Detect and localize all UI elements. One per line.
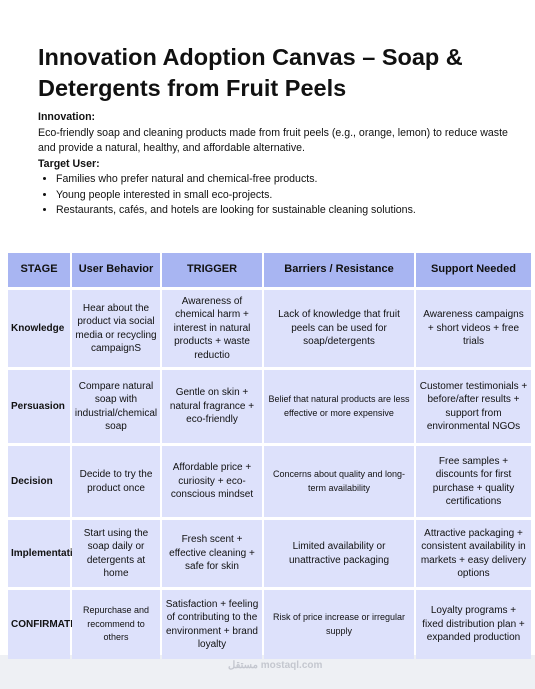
table-cell: Start using the soap daily or detergents… (72, 520, 160, 587)
canvas-table: STAGE User Behavior TRIGGER Barriers / Resi… (8, 253, 531, 659)
target-list: Families who prefer natural and chemical… (38, 172, 508, 219)
innovation-text: Eco-friendly soap and cleaning products … (38, 126, 508, 155)
table-cell: Loyalty programs + fixed distribution pl… (416, 590, 531, 659)
table-cell: Compare natural soap with industrial/che… (72, 370, 160, 443)
watermark: مستقل mostaql.com (228, 660, 323, 671)
table-cell: Awareness of chemical harm + interest in… (162, 290, 262, 367)
table-cell: Hear about the product via social media … (72, 290, 160, 367)
table-cell: Decide to try the product once (72, 446, 160, 517)
table-cell: Free samples + discounts for first purch… (416, 446, 531, 517)
table-cell: Repurchase and recommend to others (72, 590, 160, 659)
table-cell: Gentle on skin + natural fragrance + eco… (162, 370, 262, 443)
header-cell: STAGE (8, 253, 70, 287)
target-item: Young people interested in small eco-pro… (56, 188, 508, 204)
table-cell: Fresh scent + effective cleaning + safe … (162, 520, 262, 587)
stage-cell: Implementation (8, 520, 85, 587)
table-cell: Lack of knowledge that fruit peels can b… (264, 290, 414, 367)
innovation-label: Innovation: (38, 111, 96, 123)
table-cell: Affordable price + curiosity + eco-consc… (162, 446, 262, 517)
table-cell: Concerns about quality and long-term ava… (264, 446, 414, 517)
footer-band (0, 655, 535, 689)
header-cell: Barriers / Resistance (264, 253, 414, 287)
stage-cell: Knowledge (8, 290, 70, 367)
header-cell: Support Needed (416, 253, 531, 287)
table-cell: Satisfaction + feeling of contributing t… (162, 590, 262, 659)
table-cell: Attractive packaging + consistent availa… (416, 520, 531, 587)
header-cell: TRIGGER (162, 253, 262, 287)
table-cell: Belief that natural products are less ef… (264, 370, 414, 443)
table-cell: Limited availability or unattractive pac… (264, 520, 414, 587)
target-item: Families who prefer natural and chemical… (56, 172, 508, 188)
stage-cell: Decision (8, 446, 70, 517)
table-cell: Risk of price increase or irregular supp… (264, 590, 414, 659)
stage-cell: Persuasion (8, 370, 70, 443)
intro: Innovation: Eco-friendly soap and cleani… (38, 110, 508, 219)
header-cell: User Behavior (72, 253, 160, 287)
table-cell: Customer testimonials + before/after res… (416, 370, 531, 443)
title: Innovation Adoption Canvas – Soap & Dete… (38, 44, 463, 101)
target-label: Target User: (38, 157, 100, 170)
target-item: Restaurants, cafés, and hotels are looki… (56, 203, 508, 219)
stage-cell: CONFIRMATION (8, 590, 88, 659)
table-cell: Awareness campaigns + short videos + fre… (416, 290, 531, 367)
